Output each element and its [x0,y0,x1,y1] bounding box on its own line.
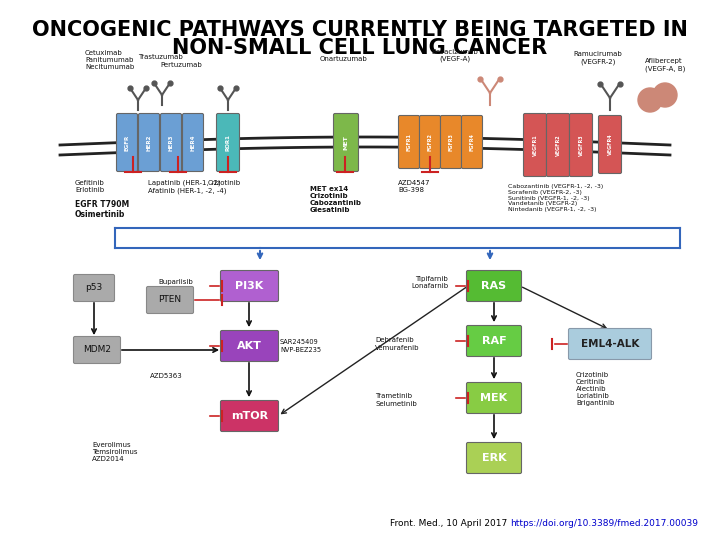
FancyBboxPatch shape [569,328,652,360]
Text: VEGFR3: VEGFR3 [578,134,583,156]
FancyBboxPatch shape [570,113,593,177]
FancyBboxPatch shape [441,116,462,168]
Text: Lapatinib (HER-1, -2)
Afatinib (HER-1, -2, -4): Lapatinib (HER-1, -2) Afatinib (HER-1, -… [148,180,227,194]
Text: Ramucirumab
(VEGFR-2): Ramucirumab (VEGFR-2) [574,51,622,65]
Text: Trastuzumab: Trastuzumab [138,54,183,60]
Text: MET: MET [343,135,348,150]
Text: Cetuximab
Panitumumab
Necitumumab: Cetuximab Panitumumab Necitumumab [85,50,134,70]
Text: Crizotinib
Ceritinib
Alectinib
Lorlatinib
Brigantinib: Crizotinib Ceritinib Alectinib Lorlatini… [576,372,614,406]
Text: Trametinib
Selumetinib: Trametinib Selumetinib [375,394,417,407]
Text: VEGFR2: VEGFR2 [556,134,560,156]
Text: Crizotinib: Crizotinib [208,180,241,186]
FancyBboxPatch shape [467,271,521,301]
FancyBboxPatch shape [467,326,521,356]
Text: MEK: MEK [480,393,508,403]
FancyBboxPatch shape [523,113,546,177]
FancyBboxPatch shape [73,336,120,363]
Text: AKT: AKT [237,341,262,351]
Text: PTEN: PTEN [158,295,181,305]
Text: Cabozantinib (VEGFR-1, -2, -3)
Sorafenib (VEGFR-2, -3)
Sunitinib (VEGFR-1, -2, -: Cabozantinib (VEGFR-1, -2, -3) Sorafenib… [508,184,603,212]
Text: VEGFR1: VEGFR1 [533,134,538,156]
Circle shape [653,83,677,107]
FancyBboxPatch shape [217,113,240,172]
Text: Gefitinib
Erlotinib: Gefitinib Erlotinib [75,180,104,193]
FancyBboxPatch shape [138,113,160,172]
Text: MDM2: MDM2 [83,346,111,354]
Text: MET ex14
Crizotinib
Cabozantinib
Glesatinib: MET ex14 Crizotinib Cabozantinib Glesati… [310,186,362,213]
FancyBboxPatch shape [467,382,521,414]
FancyBboxPatch shape [146,287,194,314]
FancyBboxPatch shape [220,330,279,361]
Text: mTOR: mTOR [231,411,268,421]
Text: https://doi.org/10.3389/fmed.2017.00039: https://doi.org/10.3389/fmed.2017.00039 [510,519,698,528]
Text: EGFR T790M
Osimertinib: EGFR T790M Osimertinib [75,200,130,219]
FancyBboxPatch shape [182,113,204,172]
FancyBboxPatch shape [117,113,138,172]
Text: Bevacizumab
(VEGF-A): Bevacizumab (VEGF-A) [431,49,478,62]
FancyBboxPatch shape [333,113,359,172]
Text: SAR245409
NVP-BEZ235: SAR245409 NVP-BEZ235 [280,340,321,353]
FancyBboxPatch shape [73,274,114,301]
Text: p53: p53 [86,284,103,293]
Text: AZD4547
BG-398: AZD4547 BG-398 [398,180,431,193]
Text: HER3: HER3 [168,134,174,151]
Text: Pertuzumab: Pertuzumab [160,62,202,68]
FancyBboxPatch shape [546,113,570,177]
Text: PI3K: PI3K [235,281,264,291]
Text: HER4: HER4 [191,134,196,151]
Text: FGFR3: FGFR3 [449,133,454,151]
Text: ERK: ERK [482,453,506,463]
Text: VEGFR4: VEGFR4 [608,134,613,156]
FancyBboxPatch shape [420,116,441,168]
Text: FGFR2: FGFR2 [428,133,433,151]
Text: FGFR1: FGFR1 [407,133,412,151]
FancyBboxPatch shape [462,116,482,168]
Text: Front. Med., 10 April 2017: Front. Med., 10 April 2017 [390,519,508,528]
Text: HER2: HER2 [146,134,151,151]
FancyBboxPatch shape [598,116,621,173]
Text: Aflibercept
(VEGF-A, B): Aflibercept (VEGF-A, B) [645,58,685,72]
FancyBboxPatch shape [398,116,420,168]
Text: NON-SMALL CELL LUNG CANCER: NON-SMALL CELL LUNG CANCER [172,38,548,58]
Text: EGFR: EGFR [125,134,130,151]
Text: AZD5363: AZD5363 [150,373,183,379]
FancyBboxPatch shape [220,271,279,301]
Text: Everolimus
Temsirolimus
AZD2014: Everolimus Temsirolimus AZD2014 [92,442,138,462]
Text: Tipifarnib
Lonafarnib: Tipifarnib Lonafarnib [411,275,448,288]
Text: ROR1: ROR1 [225,134,230,151]
Circle shape [638,88,662,112]
Text: Buparlisib: Buparlisib [158,279,193,285]
Text: EML4-ALK: EML4-ALK [581,339,639,349]
Text: FGFR4: FGFR4 [469,133,474,151]
FancyBboxPatch shape [220,401,279,431]
Text: Debrafenib
Vemurafenib: Debrafenib Vemurafenib [375,338,420,350]
Text: RAS: RAS [482,281,507,291]
Text: RAF: RAF [482,336,506,346]
Text: Onartuzumab: Onartuzumab [320,56,368,62]
FancyBboxPatch shape [467,442,521,474]
Text: ONCOGENIC PATHWAYS CURRENTLY BEING TARGETED IN: ONCOGENIC PATHWAYS CURRENTLY BEING TARGE… [32,20,688,40]
FancyBboxPatch shape [161,113,181,172]
